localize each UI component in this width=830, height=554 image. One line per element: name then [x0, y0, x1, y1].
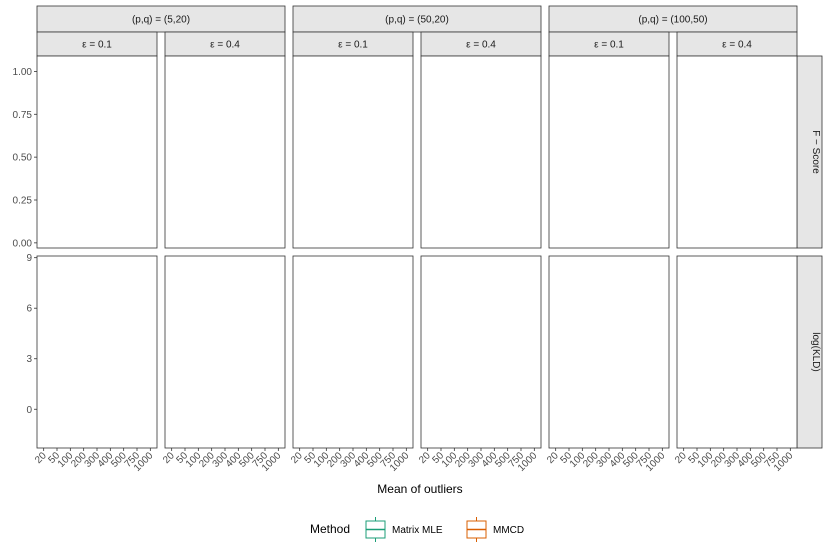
facet-panel	[420, 255, 542, 449]
facet-panel	[36, 55, 158, 249]
panel-border	[36, 55, 158, 249]
panel-border	[548, 255, 670, 449]
panel-border	[420, 55, 542, 249]
y-tick-label: 0.25	[13, 196, 33, 207]
strip-epsilon-label: ε = 0.1	[82, 40, 112, 51]
legend-key-matrix-mle	[365, 517, 386, 542]
strip-pq-label: (p,q) = (5,20)	[132, 15, 190, 26]
strip-row-label: F − Score	[810, 130, 821, 174]
x-axis-title: Mean of outliers	[377, 482, 462, 496]
strip-pq-label: (p,q) = (50,20)	[385, 15, 449, 26]
panel-border	[164, 55, 286, 249]
strip-epsilon	[676, 31, 798, 57]
legend-key-mmcd	[466, 517, 487, 542]
panel-border	[164, 255, 286, 449]
y-tick-label: 9	[26, 253, 32, 264]
panel-border	[676, 255, 798, 449]
strip-pq	[292, 5, 542, 33]
strip-epsilon-label: ε = 0.1	[594, 40, 624, 51]
facet-panel	[676, 55, 798, 249]
y-tick-label: 0.75	[13, 110, 33, 121]
strip-pq	[36, 5, 286, 33]
strip-row	[796, 255, 823, 449]
panel-border	[420, 255, 542, 449]
strip-epsilon-label: ε = 0.1	[338, 40, 368, 51]
strip-epsilon-label: ε = 0.4	[466, 40, 496, 51]
facet-panel	[164, 55, 286, 249]
strip-pq-label: (p,q) = (100,50)	[638, 15, 707, 26]
panel-border	[36, 255, 158, 449]
facet-panel	[164, 255, 286, 449]
y-tick-label: 3	[26, 354, 32, 365]
y-tick-label: 0	[26, 405, 32, 416]
strip-epsilon	[420, 31, 542, 57]
y-axes: 0.00 0.25 0.50 0.75 1.00 0 3 6 9	[13, 67, 37, 416]
facet-panel	[36, 255, 158, 449]
facet-panel	[676, 255, 798, 449]
facet-panel	[420, 55, 542, 249]
facet-panel	[548, 255, 670, 449]
strip-epsilon	[548, 31, 670, 57]
legend: Method Matrix MLE MMCD	[310, 517, 524, 542]
y-tick-label: 1.00	[13, 67, 33, 78]
panel-border	[676, 55, 798, 249]
facet-panel	[548, 55, 670, 249]
y-tick-label: 0.00	[13, 238, 33, 249]
facet-panel	[292, 55, 414, 249]
facet-panel	[292, 255, 414, 449]
legend-title: Method	[310, 522, 350, 536]
strip-epsilon-label: ε = 0.4	[210, 40, 240, 51]
strip-epsilon-label: ε = 0.4	[722, 40, 752, 51]
panel-border	[548, 55, 670, 249]
strip-row-label: log(KLD)	[810, 332, 821, 371]
strip-pq	[548, 5, 798, 33]
panel-border	[292, 55, 414, 249]
facet-panels	[36, 55, 798, 449]
y-tick-label: 6	[26, 304, 32, 315]
y-tick-label: 0.50	[13, 153, 33, 164]
legend-label-mmcd: MMCD	[493, 525, 524, 536]
panel-border	[292, 255, 414, 449]
strip-epsilon	[36, 31, 158, 57]
legend-label-matrix-mle: Matrix MLE	[392, 525, 443, 536]
